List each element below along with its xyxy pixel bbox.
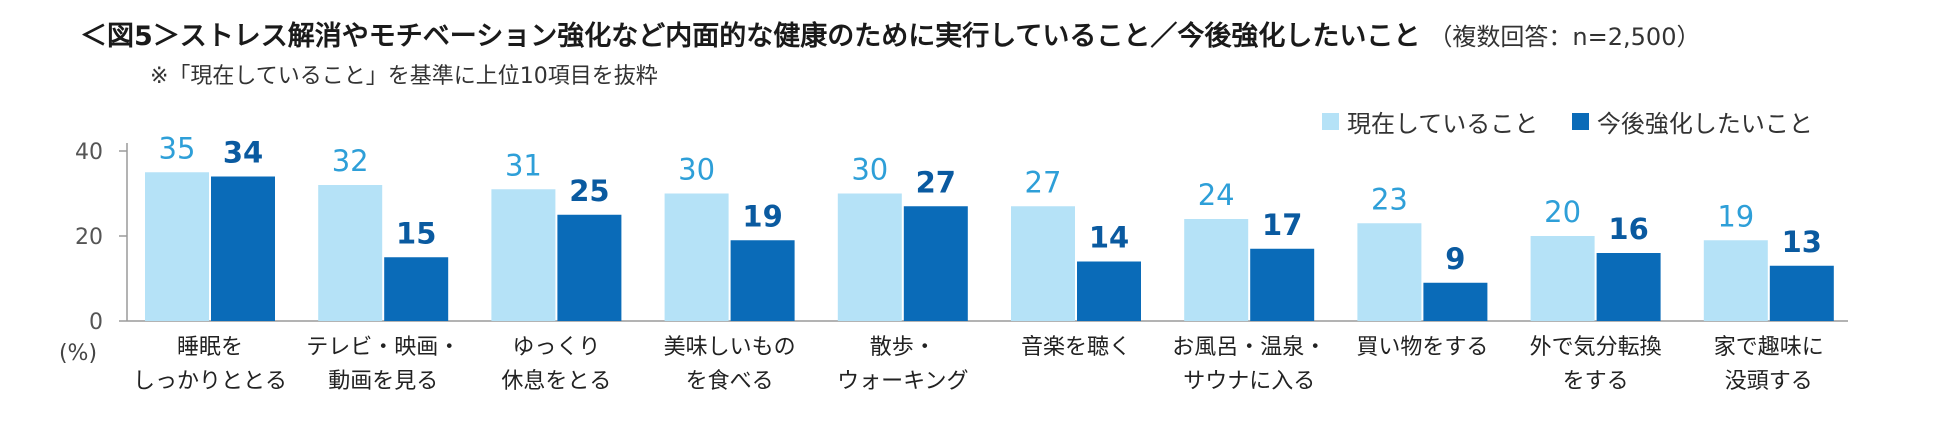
data-label-future: 15 — [396, 216, 436, 250]
y-tick-label: 40 — [75, 140, 103, 165]
bar-future — [1423, 282, 1488, 321]
bar-current — [1011, 206, 1075, 321]
category-label: ウォーキング — [837, 369, 968, 394]
data-label-current: 19 — [1717, 199, 1754, 233]
category-label: 家で趣味に — [1714, 335, 1824, 360]
data-label-future: 19 — [742, 199, 782, 233]
data-label-current: 32 — [332, 144, 369, 178]
category-label: ゆっくり — [512, 335, 600, 360]
category-label: をする — [1563, 369, 1629, 394]
category-label: 買い物をする — [1356, 335, 1488, 360]
chart-title: ＜図5＞ストレス解消やモチベーション強化など内面的な健康のために実行していること… — [80, 14, 1700, 53]
bar-future — [1596, 253, 1661, 321]
bar-current — [145, 172, 209, 321]
category-label: 没頭する — [1725, 369, 1813, 394]
category-label: 美味しいもの — [664, 335, 796, 360]
data-label-future: 16 — [1608, 212, 1648, 246]
data-label-future: 25 — [569, 174, 609, 208]
bar-future — [730, 240, 795, 321]
legend-item-current: 現在していること — [1322, 104, 1538, 139]
legend-label-current: 現在していること — [1347, 110, 1539, 138]
data-label-current: 23 — [1371, 182, 1408, 216]
bar-future — [1077, 261, 1141, 321]
category-label: テレビ・映画・ — [306, 335, 460, 360]
bar-future — [1769, 265, 1834, 321]
bar-future — [1250, 248, 1315, 321]
bar-current — [664, 193, 729, 321]
legend-label-future: 今後強化したいこと — [1596, 110, 1813, 138]
category-label: 外で気分転換 — [1530, 335, 1662, 360]
category-label: しっかりととる — [133, 369, 287, 394]
data-label-current: 30 — [678, 153, 715, 187]
bar-current — [318, 185, 383, 321]
data-label-current: 35 — [159, 131, 196, 165]
data-label-current: 24 — [1198, 178, 1235, 212]
bar-current — [491, 189, 556, 321]
bar-current — [837, 193, 902, 321]
y-axis-unit: (%) — [59, 341, 97, 366]
bar-current — [1357, 223, 1422, 321]
bar-future — [211, 176, 275, 321]
data-label-future: 27 — [916, 165, 956, 199]
bar-future — [903, 206, 968, 321]
bar-future — [557, 214, 622, 321]
chart-title-main: ＜図5＞ストレス解消やモチベーション強化など内面的な健康のために実行していること… — [80, 21, 1421, 52]
bar-current — [1184, 219, 1249, 321]
category-label: 睡眠を — [177, 335, 243, 360]
data-label-current: 27 — [1025, 165, 1062, 199]
legend-item-future: 今後強化したいこと — [1571, 104, 1813, 139]
data-label-future: 13 — [1782, 225, 1822, 259]
category-label: サウナに入る — [1183, 369, 1315, 394]
data-label-current: 31 — [505, 148, 542, 182]
category-label: を食べる — [686, 369, 774, 394]
bar-current — [1530, 236, 1595, 321]
category-label: お風呂・温泉・ — [1172, 335, 1326, 360]
chart-title-sample: （複数回答：n=2,500） — [1428, 23, 1701, 51]
bar-future — [384, 257, 449, 321]
legend-swatch-future — [1571, 113, 1589, 130]
category-label: 動画を見る — [328, 369, 438, 394]
chart-note: ※「現在していること」を基準に上位10項目を抜粋 — [150, 64, 658, 89]
data-label-future: 34 — [223, 136, 263, 170]
category-label: 散歩・ — [870, 335, 936, 360]
bar-current — [1703, 240, 1768, 321]
category-label: 休息をとる — [501, 369, 611, 394]
data-label-current: 20 — [1544, 195, 1581, 229]
data-label-future: 14 — [1089, 221, 1129, 255]
data-label-future: 17 — [1262, 208, 1302, 242]
data-label-future: 9 — [1445, 242, 1465, 276]
legend: 現在していること 今後強化したいこと — [1322, 104, 1839, 139]
y-tick-label: 20 — [75, 225, 103, 250]
data-label-current: 30 — [851, 153, 888, 187]
category-label: 音楽を聴く — [1021, 335, 1131, 360]
legend-swatch-current — [1322, 113, 1339, 130]
y-tick-label: 0 — [89, 310, 103, 335]
